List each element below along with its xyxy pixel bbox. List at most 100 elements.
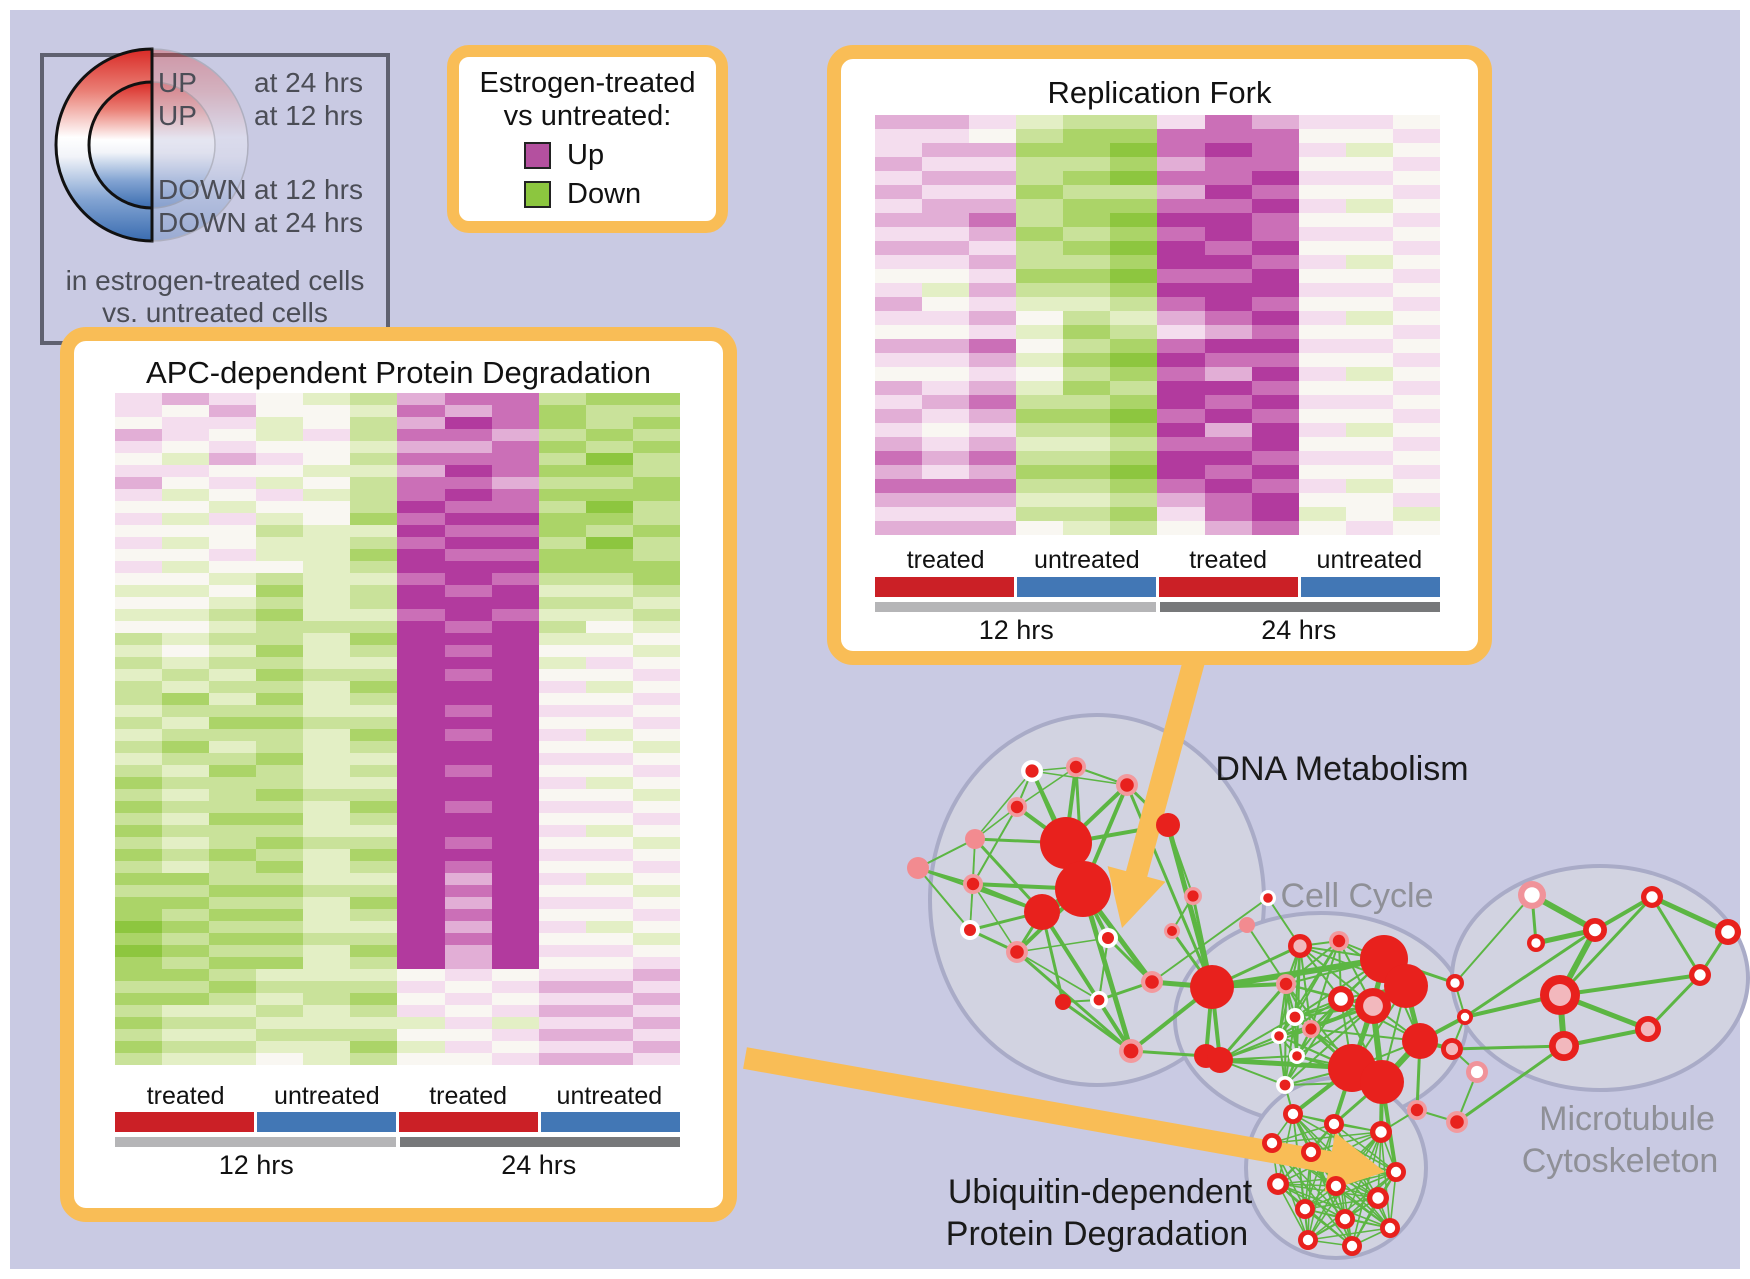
- heatmap-cell: [585, 513, 633, 525]
- heatmap-cell: [632, 669, 680, 681]
- heatmap-cell: [922, 353, 970, 367]
- heatmap-cell: [1110, 367, 1158, 381]
- heatmap-cell: [350, 657, 398, 669]
- heatmap-cell: [115, 489, 163, 501]
- heatmap-cell: [1063, 493, 1111, 507]
- heatmap-cell: [303, 753, 351, 765]
- heatmap-cell: [303, 801, 351, 813]
- rf-time-labels: 12 hrs 24 hrs: [875, 615, 1440, 646]
- heatmap-cell: [256, 561, 304, 573]
- heatmap-cell: [1298, 227, 1346, 241]
- network-edge: [1151, 897, 1269, 983]
- network-node-core: [964, 924, 976, 936]
- heatmap-cell: [491, 669, 539, 681]
- heatmap-cell: [922, 241, 970, 255]
- heatmap-cell: [1251, 507, 1299, 521]
- heatmap-cell: [162, 645, 210, 657]
- heatmap-cell: [209, 513, 257, 525]
- heatmap-cell: [1298, 353, 1346, 367]
- heatmap-cell: [303, 957, 351, 969]
- heatmap-cell: [491, 465, 539, 477]
- heatmap-cell: [256, 933, 304, 945]
- heatmap-cell: [1110, 213, 1158, 227]
- heatmap-cell: [444, 549, 492, 561]
- heatmap-cell: [1016, 493, 1064, 507]
- heatmap-cell: [585, 849, 633, 861]
- arrow-replication-fork-to-dna: [1107, 647, 1208, 928]
- heatmap-cell: [256, 441, 304, 453]
- heatmap-cell: [538, 441, 586, 453]
- heatmap-cell: [397, 765, 445, 777]
- heatmap-cell: [303, 861, 351, 873]
- heatmap-cell: [632, 717, 680, 729]
- heatmap-cell: [115, 765, 163, 777]
- heatmap-cell: [969, 311, 1017, 325]
- heatmap-cell: [585, 1017, 633, 1029]
- network-node-core: [1450, 1115, 1464, 1129]
- heatmap-cell: [303, 777, 351, 789]
- heatmap-cell: [444, 765, 492, 777]
- heatmap-cell: [585, 765, 633, 777]
- heatmap-cell: [922, 465, 970, 479]
- legend-time: at 12 hrs: [254, 100, 363, 131]
- heatmap-cell: [922, 115, 970, 129]
- heatmap-cell: [491, 573, 539, 585]
- heatmap-cell: [585, 465, 633, 477]
- heatmap-cell: [538, 501, 586, 513]
- heatmap-cell: [1392, 199, 1440, 213]
- heatmap-cell: [491, 609, 539, 621]
- heatmap-cell: [538, 861, 586, 873]
- heatmap-cell: [256, 525, 304, 537]
- heatmap-cell: [162, 465, 210, 477]
- heatmap-cell: [1063, 171, 1111, 185]
- network-node-core: [1305, 1146, 1317, 1158]
- heatmap-cell: [256, 993, 304, 1005]
- heatmap-cell: [491, 741, 539, 753]
- heatmap-cell: [162, 789, 210, 801]
- heatmap-cell: [1016, 255, 1064, 269]
- heatmap-cell: [256, 897, 304, 909]
- heatmap-cell: [538, 537, 586, 549]
- heatmap-cell: [303, 993, 351, 1005]
- heatmap-cell: [632, 609, 680, 621]
- heatmap-cell: [115, 1029, 163, 1041]
- heatmap-cell: [350, 1041, 398, 1053]
- heatmap-cell: [350, 429, 398, 441]
- heatmap-cell: [538, 489, 586, 501]
- heatmap-cell: [350, 717, 398, 729]
- heatmap-cell: [1157, 213, 1205, 227]
- heatmap-cell: [875, 269, 923, 283]
- network-edge: [1351, 1131, 1382, 1247]
- heatmap-cell: [350, 873, 398, 885]
- heatmap-cell: [1345, 213, 1393, 227]
- heatmap-cell: [444, 405, 492, 417]
- network-edge: [1285, 940, 1340, 985]
- legend-row-up-12: UP at 12 hrs: [158, 100, 398, 132]
- network-node-core: [1069, 760, 1083, 774]
- heatmap-cell: [1345, 241, 1393, 255]
- heatmap-cell: [256, 669, 304, 681]
- heatmap-cell: [969, 465, 1017, 479]
- heatmap-cell: [491, 969, 539, 981]
- heatmap-cell: [538, 573, 586, 585]
- heatmap-cell: [209, 957, 257, 969]
- rf-group-labels: treated untreated treated untreated: [875, 546, 1440, 575]
- heatmap-cell: [397, 957, 445, 969]
- heatmap-cell: [162, 561, 210, 573]
- heatmap-cell: [922, 185, 970, 199]
- heatmap-cell: [1345, 185, 1393, 199]
- heatmap-cell: [922, 521, 970, 535]
- heatmap-cell: [115, 633, 163, 645]
- heatmap-cell: [444, 837, 492, 849]
- heatmap-cell: [585, 957, 633, 969]
- heatmap-cell: [162, 621, 210, 633]
- heatmap-cell: [585, 873, 633, 885]
- heatmap-cell: [491, 909, 539, 921]
- network-node-core: [1187, 890, 1199, 902]
- heatmap-cell: [397, 585, 445, 597]
- legend-time: at 12 hrs: [254, 174, 363, 205]
- network-edge: [1062, 1000, 1132, 1053]
- heatmap-cell: [632, 1053, 680, 1065]
- heatmap-cell: [256, 609, 304, 621]
- heatmap-cell: [397, 501, 445, 513]
